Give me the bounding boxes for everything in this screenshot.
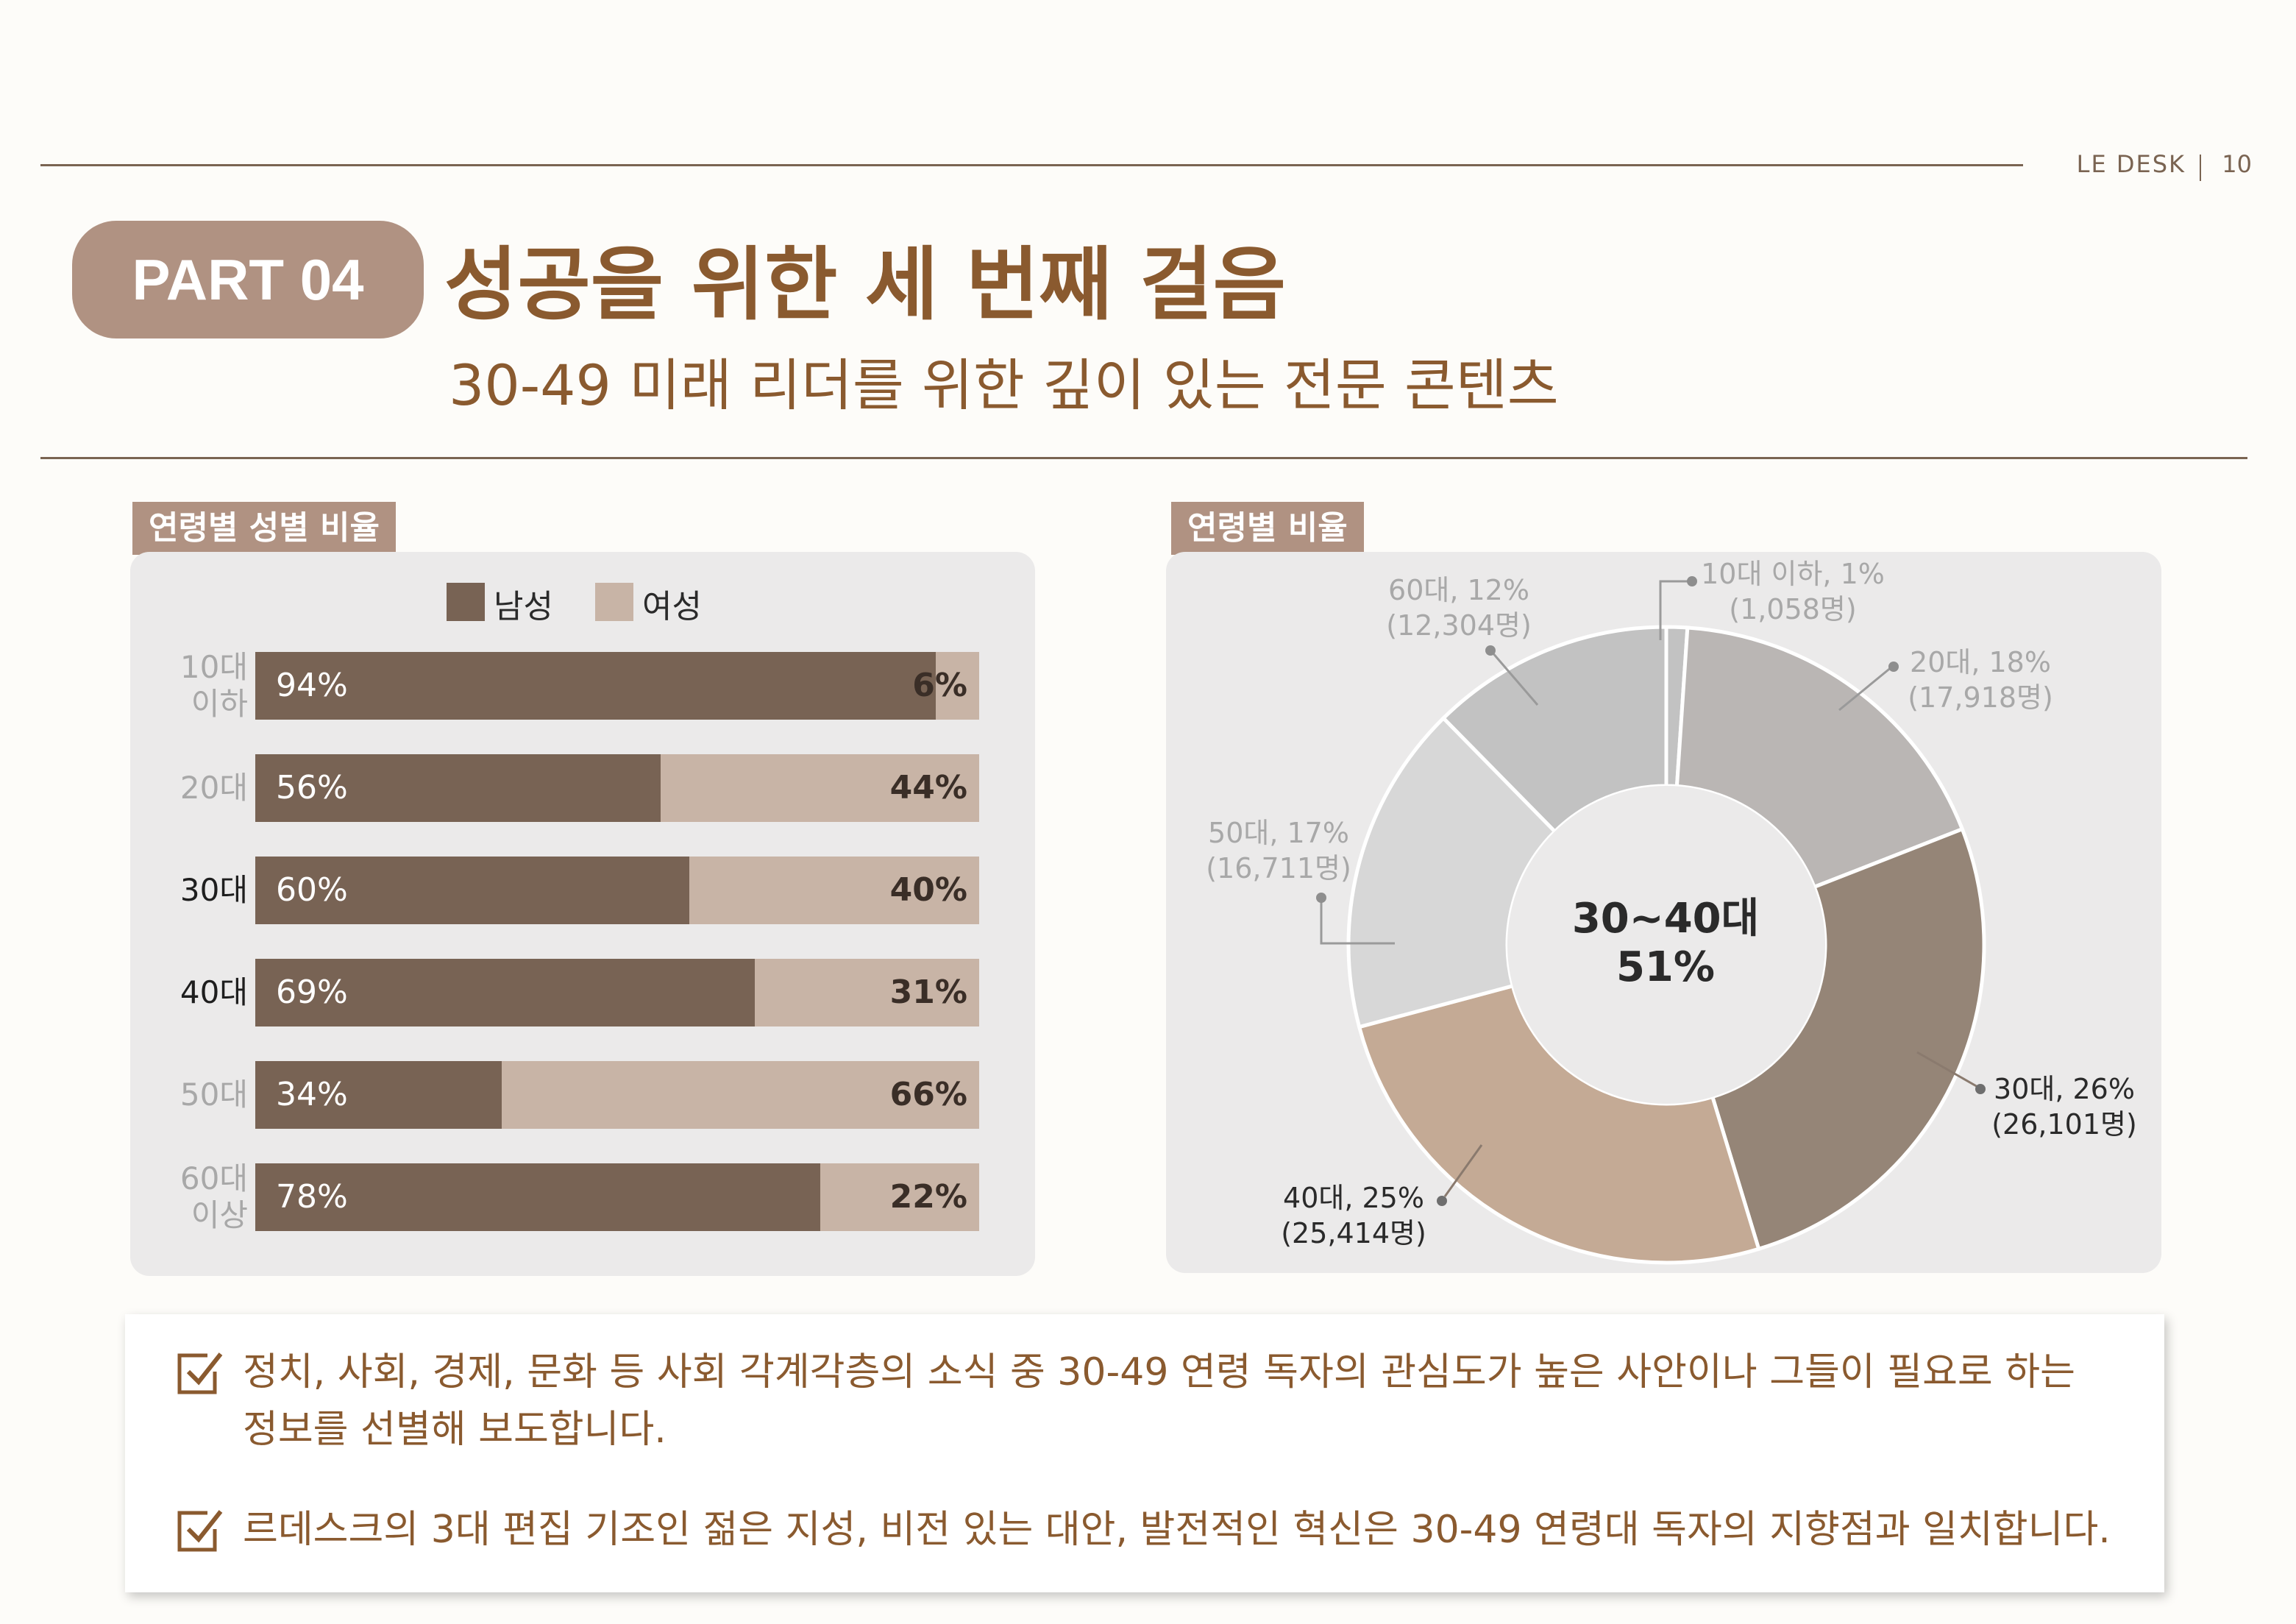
pie-slice-percent: 30대, 26% xyxy=(1994,1073,2135,1105)
note-2-line-1: 르데스크의 3대 편집 기조인 젊은 지성, 비전 있는 대안, 발전적인 혁신… xyxy=(243,1508,2111,1552)
legend-female-label: 여성 xyxy=(642,588,702,625)
pie-slice-label: 50대, 17% (16,711명) xyxy=(1146,815,1411,886)
bar-segment-male xyxy=(255,959,755,1026)
part-badge: PART 04 xyxy=(72,221,424,338)
bar-segment-male xyxy=(255,857,690,924)
note-1-line-2: 정보를 선별해 보도합니다. xyxy=(243,1408,667,1452)
pie-slice-label: 20대, 18% (17,918명) xyxy=(1848,645,2113,715)
legend-male-label: 남성 xyxy=(494,588,553,625)
bar-category-label: 60대 이상 xyxy=(180,1160,248,1233)
legend-male-swatch xyxy=(447,583,485,621)
bar-value-male: 94% xyxy=(276,667,348,704)
bar-category-label: 50대 xyxy=(180,1077,248,1113)
bar-value-female: 31% xyxy=(889,974,967,1011)
bar-value-female: 44% xyxy=(889,769,967,806)
pie-slice-percent: 10대 이하, 1% xyxy=(1701,558,1885,590)
pie-slice-label: 10대 이하, 1% (1,058명) xyxy=(1660,556,1925,627)
donut-center-value: 51% xyxy=(1616,943,1716,991)
bar-value-male: 56% xyxy=(276,769,348,806)
bar-chart-tab: 연령별 성별 비율 xyxy=(132,502,396,555)
donut-center-label: 30~40대 xyxy=(1571,895,1760,943)
bar-segment-male xyxy=(255,652,936,720)
page-subtitle: 30-49 미래 리더를 위한 깊이 있는 전문 콘텐츠 xyxy=(449,352,1559,418)
notes-box: 정치, 사회, 경제, 문화 등 사회 각계각층의 소식 중 30-49 연령 … xyxy=(125,1314,2164,1592)
checkbox-checked-icon xyxy=(177,1352,223,1394)
bar-category-label: 20대 xyxy=(180,770,248,806)
pie-slice-percent: 40대, 25% xyxy=(1283,1182,1424,1214)
brand-name: LE DESK xyxy=(2076,150,2186,178)
bar-value-male: 34% xyxy=(276,1076,348,1113)
bar-value-male: 60% xyxy=(276,871,348,909)
bar-value-female: 40% xyxy=(889,871,967,909)
bar-value-female: 22% xyxy=(889,1178,967,1216)
bar-category-label: 10대 이하 xyxy=(180,649,248,722)
pie-slice-count: (16,711명) xyxy=(1206,852,1351,884)
legend-female-swatch xyxy=(595,583,633,621)
bar-segment-male xyxy=(255,754,661,822)
bar-value-female: 6% xyxy=(912,667,967,704)
pie-slice-percent: 60대, 12% xyxy=(1388,574,1529,606)
bar-chart-panel: 남성 여성 10대 이하 94% 6% 20대 56% 44% 30대 60% 40% 40대 69… xyxy=(130,552,1035,1276)
pie-slice-label: 30대, 26% (26,101명) xyxy=(1932,1071,2197,1142)
bar-segment-male xyxy=(255,1163,820,1231)
pie-slice-label: 40대, 25% (25,414명) xyxy=(1221,1180,1486,1251)
bar-segment-male xyxy=(255,1061,502,1129)
pie-slice-label: 60대, 12% (12,304명) xyxy=(1326,572,1591,643)
donut-center-text: 30~40대 51% xyxy=(1555,895,1776,992)
title-divider xyxy=(40,457,2247,459)
brand-separator xyxy=(2200,155,2201,181)
pie-slice-percent: 50대, 17% xyxy=(1208,817,1349,849)
page-title: 성공을 위한 세 번째 걸음 xyxy=(444,239,1286,331)
pie-slice-count: (26,101명) xyxy=(1991,1108,2137,1141)
pie-slice-percent: 20대, 18% xyxy=(1910,646,2051,678)
bar-value-male: 69% xyxy=(276,974,348,1011)
bar-category-label: 30대 xyxy=(180,872,248,908)
note-1-line-1: 정치, 사회, 경제, 문화 등 사회 각계각층의 소식 중 30-49 연령 … xyxy=(243,1350,2075,1394)
header-rule xyxy=(40,164,2023,166)
checkbox-checked-icon xyxy=(177,1510,223,1552)
pie-slice-count: (1,058명) xyxy=(1729,593,1857,625)
bar-value-male: 78% xyxy=(276,1178,348,1216)
pie-slice-count: (17,918명) xyxy=(1908,681,2053,714)
pie-slice-count: (12,304명) xyxy=(1386,609,1532,642)
pie-chart-tab: 연령별 비율 xyxy=(1171,502,1364,555)
bar-category-label: 40대 xyxy=(180,974,248,1010)
bar-value-female: 66% xyxy=(889,1076,967,1113)
pie-slice-count: (25,414명) xyxy=(1281,1217,1426,1249)
page-number: 10 xyxy=(2222,150,2252,178)
